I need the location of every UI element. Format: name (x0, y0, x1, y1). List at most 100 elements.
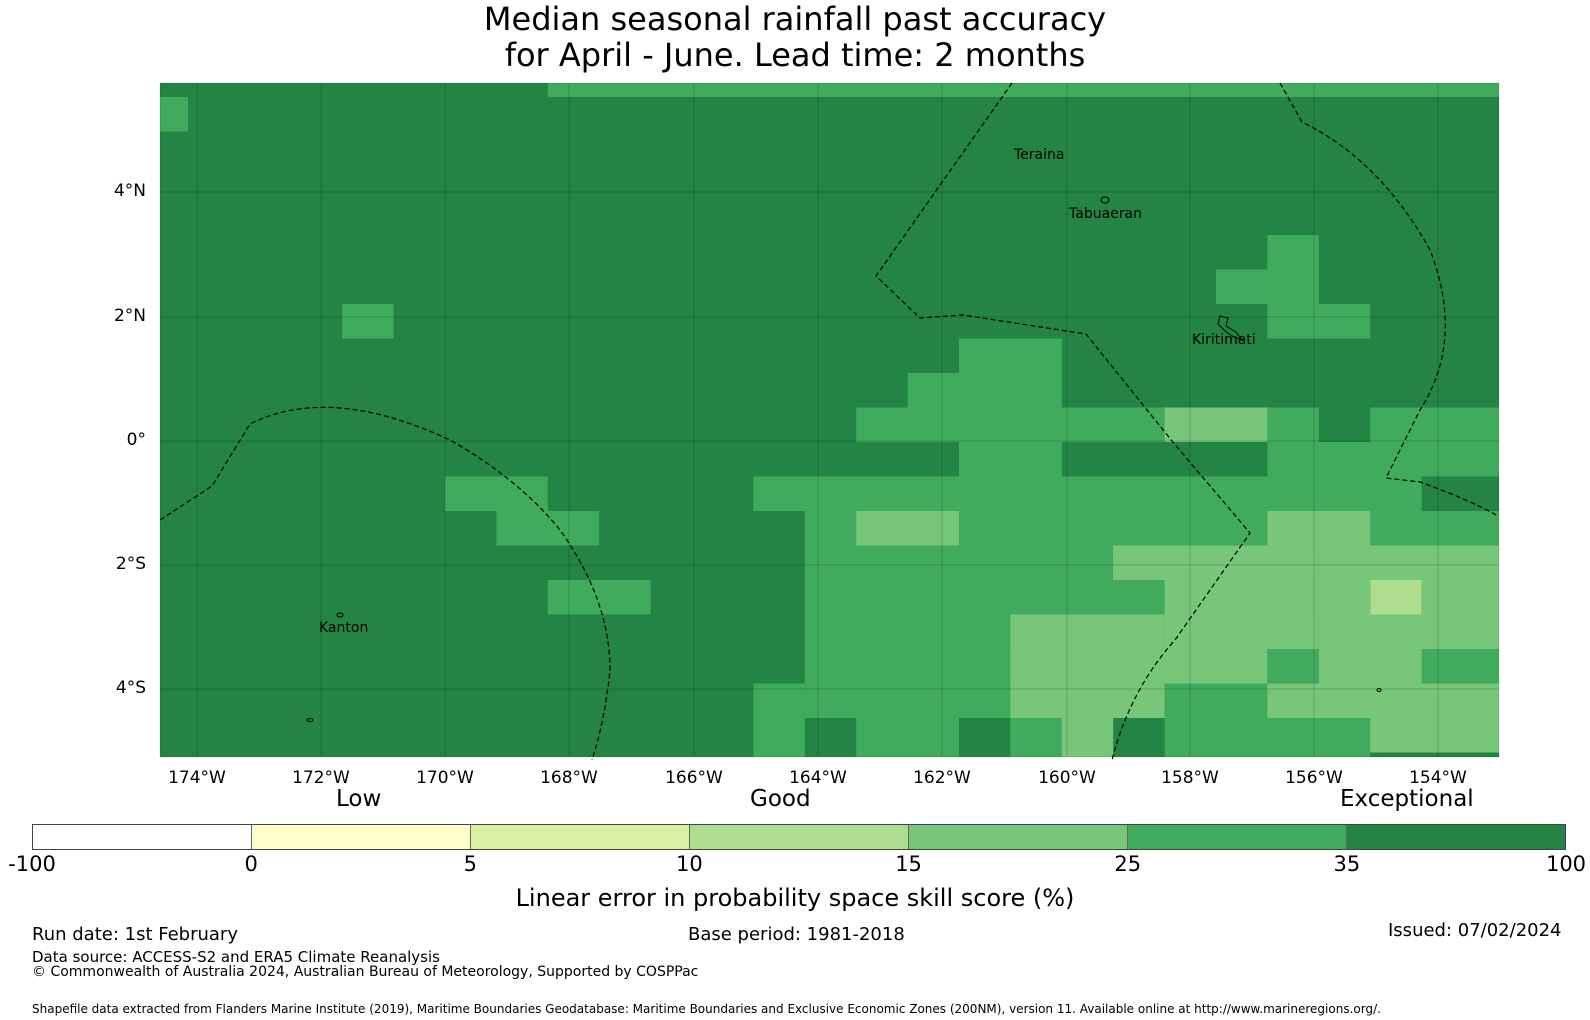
skill-cell (804, 718, 857, 757)
base-period: Base period: 1981-2018 (688, 924, 905, 945)
skill-cell (959, 338, 1062, 373)
lon-tick-label: 156°W (1285, 768, 1343, 788)
skill-cell (804, 649, 908, 684)
skill-cell (160, 97, 188, 132)
skill-cell (496, 511, 600, 546)
skill-cell (1164, 718, 1216, 757)
colorbar-segment (471, 825, 690, 849)
skill-cell (1164, 614, 1319, 649)
island-kanton (336, 612, 344, 618)
lon-tick-label: 166°W (665, 768, 723, 788)
colorbar-segment (690, 825, 909, 849)
skill-cell (1113, 545, 1216, 580)
island-kiritimati (1217, 315, 1244, 342)
skill-cell (1370, 580, 1422, 615)
skill-grid (160, 83, 1499, 757)
eez-boundaries (159, 82, 1499, 761)
lat-tick-label: 4°N (113, 181, 146, 201)
lon-tick-label: 172°W (292, 768, 350, 788)
eez-boundary-line-islands (875, 82, 1251, 761)
island-small-1 (306, 718, 314, 722)
skill-cell (959, 614, 1011, 649)
skill-cell (907, 580, 959, 615)
map-frame (159, 82, 1500, 758)
eez-boundary-kiritimati (1279, 82, 1499, 517)
lon-tick-label: 174°W (168, 768, 226, 788)
colorbar-tick-label: -100 (8, 852, 56, 876)
lon-tick-label: 162°W (913, 768, 971, 788)
colorbar-tick-label: 0 (244, 852, 258, 876)
issued-date: Issued: 07/02/2024 (1388, 920, 1562, 941)
category-low: Low (336, 786, 382, 812)
skill-cell (856, 683, 1011, 718)
skill-cell (1370, 511, 1499, 546)
skill-cell (1318, 718, 1371, 757)
skill-cell (1267, 304, 1371, 339)
colorbar-tick-label: 35 (1333, 852, 1361, 876)
skill-cell (804, 511, 857, 546)
category-exceptional: Exceptional (1340, 786, 1474, 812)
colorbar-segment (252, 825, 471, 849)
skill-cell (1267, 649, 1319, 684)
skill-cell (1164, 683, 1216, 718)
map-title-line2: for April - June. Lead time: 2 months (504, 36, 1086, 74)
colorbar-tick-label: 100 (1545, 852, 1587, 876)
colorbar-segment (1128, 825, 1347, 849)
skill-cell (1421, 580, 1499, 615)
place-label-tabuaeran: Tabuaeran (1069, 206, 1142, 222)
skill-cell (1113, 718, 1165, 757)
lon-tick-label: 164°W (789, 768, 847, 788)
skill-cell (1164, 407, 1268, 442)
shapefile-credit: Shapefile data extracted from Flanders M… (32, 1002, 1381, 1016)
skill-cell (856, 407, 1062, 442)
skill-cell (342, 304, 394, 339)
skill-cell (1370, 442, 1499, 477)
data-source: Data source: ACCESS-S2 and ERA5 Climate … (32, 948, 440, 966)
copyright: © Commonwealth of Australia 2024, Austra… (32, 964, 699, 980)
skill-cell (1216, 718, 1319, 757)
lon-tick-label: 158°W (1161, 768, 1219, 788)
skill-cell (1010, 649, 1268, 684)
lon-tick-label: 170°W (416, 768, 474, 788)
colorbar-label: Linear error in probability space skill … (515, 884, 1075, 912)
lon-tick-label: 160°W (1038, 768, 1096, 788)
skill-cell (1010, 614, 1165, 649)
colorbar-segment (1347, 825, 1565, 849)
skill-cell (1318, 511, 1371, 546)
map-title-line1: Median seasonal rainfall past accuracy (483, 0, 1107, 38)
skill-cell (959, 442, 1062, 477)
skill-cell (959, 511, 1319, 546)
skill-cell (959, 718, 1011, 757)
skill-cell (445, 476, 548, 511)
skill-cell (753, 683, 805, 718)
lon-tick-label: 154°W (1409, 768, 1467, 788)
lon-tick-label: 168°W (540, 768, 598, 788)
skill-cell (1010, 683, 1165, 718)
skill-cell (1216, 269, 1319, 304)
category-good: Good (750, 786, 811, 812)
skill-cell (1318, 545, 1499, 580)
skill-cell (753, 718, 805, 757)
map-gridlines (160, 83, 1499, 757)
place-label-kiritimati: Kiritimati (1192, 332, 1256, 348)
skill-cell (1010, 718, 1062, 757)
skill-cell (160, 83, 600, 97)
lat-tick-label: 0° (126, 430, 146, 450)
skill-cell (856, 511, 959, 546)
colorbar-tick-label: 25 (1114, 852, 1142, 876)
skill-cell (547, 580, 651, 615)
skill-cell (1421, 649, 1499, 684)
skill-cell (547, 83, 1499, 97)
lat-tick-label: 2°N (113, 306, 146, 326)
skill-cell (907, 373, 1062, 408)
colorbar-tick-label: 10 (676, 852, 703, 876)
skill-cell (1061, 407, 1165, 442)
skill-cell (1164, 580, 1371, 615)
skill-cell (753, 476, 1422, 511)
lat-tick-label: 4°S (115, 678, 146, 698)
lat-tick-label: 2°S (115, 554, 146, 574)
colorbar (32, 824, 1566, 850)
colorbar-tick-label: 15 (895, 852, 922, 876)
skill-cell (1267, 235, 1319, 270)
